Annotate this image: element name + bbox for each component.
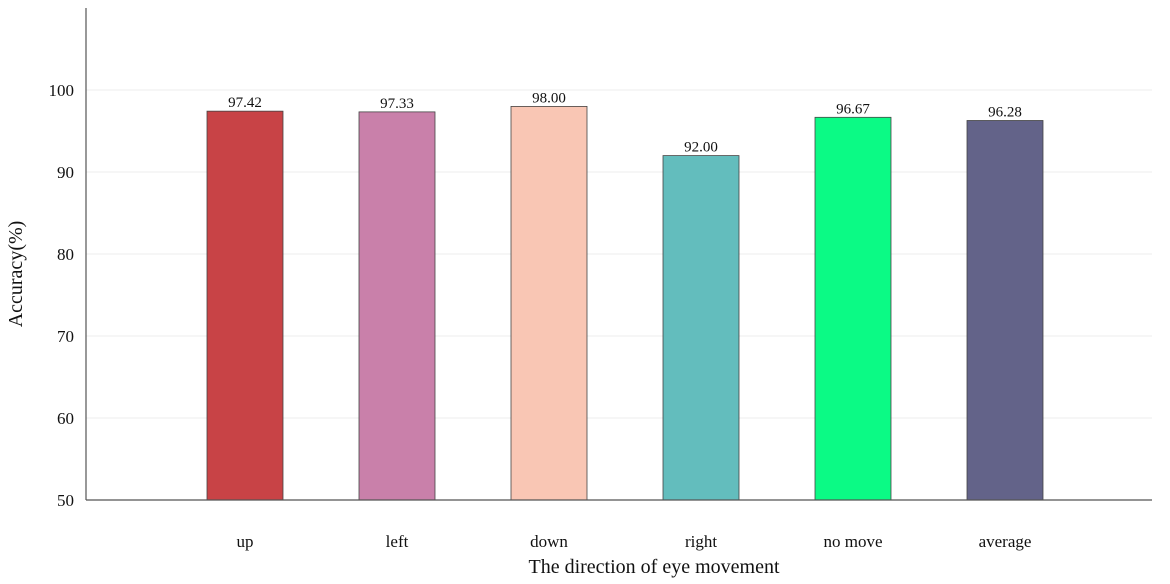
y-tick-label: 80	[57, 245, 74, 264]
data-label: 92.00	[684, 140, 718, 156]
x-tick-label: left	[386, 532, 409, 551]
bars	[206, 106, 1044, 501]
x-tick-label: right	[685, 532, 717, 551]
bar-average	[966, 120, 1044, 501]
data-labels: 97.42 97.33 98.00 92.00 96.67 96.28	[228, 90, 1022, 155]
y-tick-label: 90	[57, 163, 74, 182]
y-tick-labels: 50 60 70 80 90 100	[49, 81, 75, 510]
y-tick-label: 60	[57, 409, 74, 428]
bar-down	[510, 106, 588, 501]
bar-right	[662, 155, 740, 501]
y-tick-label: 70	[57, 327, 74, 346]
data-label: 96.28	[988, 105, 1022, 121]
bar-up	[206, 110, 284, 501]
bar-no-move	[814, 116, 892, 501]
x-tick-label: average	[979, 532, 1032, 551]
x-tick-labels: up left down right no move average	[237, 532, 1032, 551]
data-label: 98.00	[532, 90, 566, 106]
bar-left	[358, 111, 436, 501]
x-tick-label: no move	[823, 532, 882, 551]
x-axis-title: The direction of eye movement	[528, 556, 779, 578]
data-label: 96.67	[836, 101, 870, 117]
y-axis-title: Accuracy(%)	[5, 221, 27, 328]
x-tick-label: down	[530, 532, 568, 551]
data-label: 97.42	[228, 95, 262, 111]
x-tick-label: up	[237, 532, 254, 551]
y-tick-label: 50	[57, 491, 74, 510]
data-label: 97.33	[380, 96, 414, 112]
y-tick-label: 100	[49, 81, 75, 100]
